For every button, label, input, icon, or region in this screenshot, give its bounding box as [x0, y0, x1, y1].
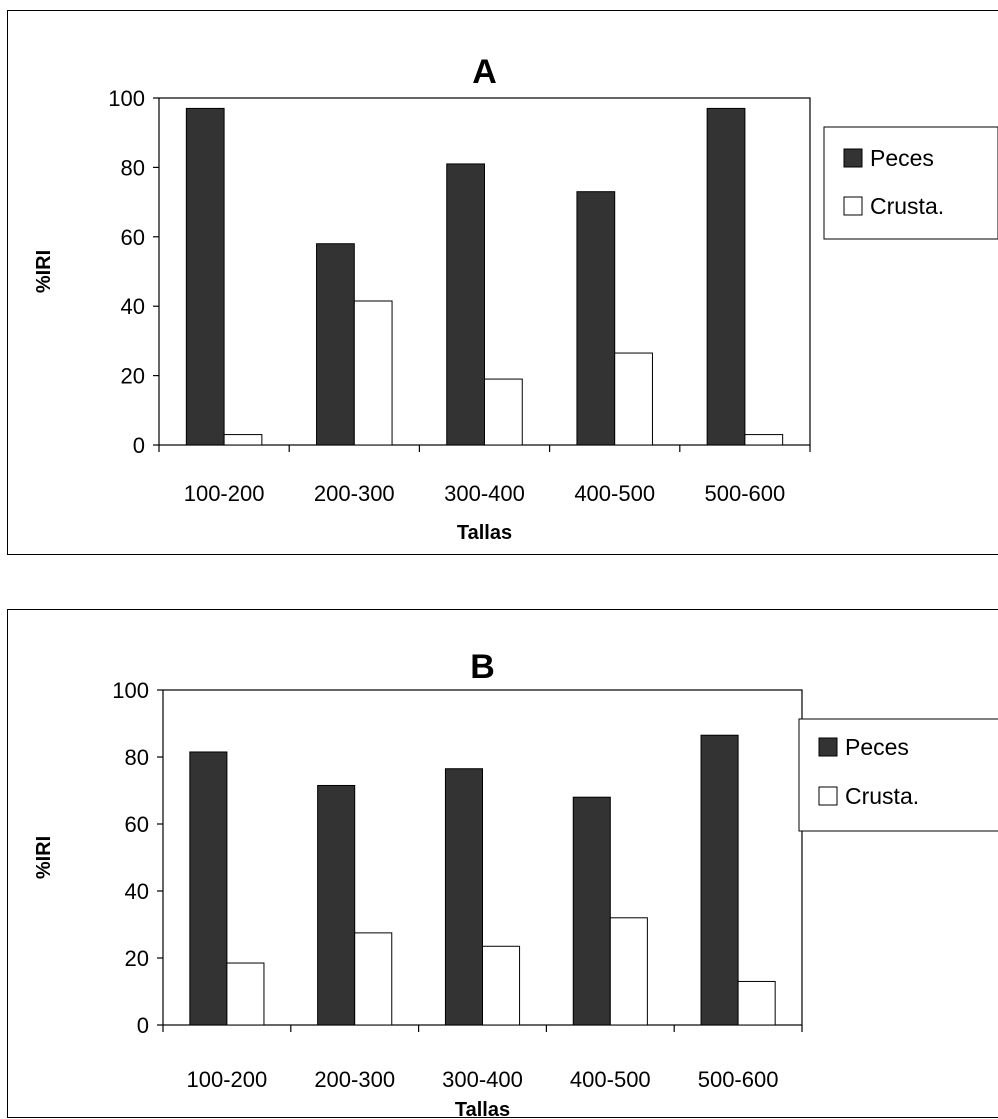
x-tick-label: 100-200 [187, 1067, 268, 1092]
y-tick-label: 60 [125, 812, 149, 837]
legend-swatch-crusta [818, 786, 838, 806]
chart-title: A [472, 53, 497, 91]
y-tick-label: 40 [125, 879, 149, 904]
bar-peces-100-200 [189, 751, 228, 1026]
bar-crusta-400-500 [614, 352, 653, 446]
bar-peces-500-600 [700, 734, 739, 1026]
bar-crusta-400-500 [609, 917, 648, 1026]
x-tick-label: 300-400 [444, 481, 525, 506]
chart-panel-b: B 0 20 40 60 80 100 100-200 200-300 300-400 400-50… [7, 609, 998, 1119]
y-tick-label: 100 [108, 86, 145, 111]
bar-crusta-100-200 [226, 962, 265, 1026]
y-tick-label: 80 [125, 745, 149, 770]
x-tick-label: 400-500 [574, 481, 655, 506]
legend-swatch-crusta [843, 196, 863, 216]
legend-label: Peces [845, 734, 909, 760]
x-tick-label: 200-300 [314, 481, 395, 506]
y-tick-label: 20 [125, 946, 149, 971]
y-tick-label: 100 [112, 678, 149, 703]
legend-label: Peces [870, 145, 934, 171]
x-tick-label: 300-400 [442, 1067, 523, 1092]
bar-crusta-200-300 [353, 300, 393, 446]
y-axis-title: %IRI [33, 250, 55, 293]
y-tick-label: 20 [121, 364, 145, 389]
chart-b-svg: B 0 20 40 60 80 100 100-200 200-300 300-400 400-50… [33, 648, 998, 1119]
bar-peces-300-400 [444, 768, 483, 1026]
bar-crusta-200-300 [354, 932, 393, 1026]
y-tick-label: 80 [121, 155, 145, 180]
y-tick-label: 0 [137, 1013, 149, 1038]
bar-crusta-500-600 [737, 980, 776, 1026]
chart-a-svg: A 0 20 40 60 80 100 100-200 200-300 300-400 400-50… [33, 53, 998, 544]
x-tick-label: 100-200 [184, 481, 265, 506]
bar-crusta-100-200 [223, 434, 263, 446]
x-tick-label: 200-300 [314, 1067, 395, 1092]
legend-swatch-peces [843, 148, 863, 168]
x-axis-title: Tallas [455, 1099, 510, 1119]
y-tick-label: 0 [133, 433, 145, 458]
bar-crusta-500-600 [744, 434, 784, 446]
x-tick-label: 400-500 [570, 1067, 651, 1092]
legend-label: Crusta. [845, 783, 919, 809]
bar-peces-400-500 [576, 191, 616, 446]
y-axis-title: %IRI [33, 836, 55, 879]
bar-crusta-300-400 [484, 378, 523, 446]
chart-panel-a: A 0 20 40 60 80 100 100-200 200-300 300-400 400-50… [7, 10, 998, 555]
legend-swatch-peces [818, 737, 838, 757]
legend-label: Crusta. [870, 193, 944, 219]
y-tick-label: 60 [121, 225, 145, 250]
bar-peces-100-200 [185, 107, 225, 446]
y-tick-label: 40 [121, 294, 145, 319]
x-tick-label: 500-600 [698, 1067, 779, 1092]
legend [823, 126, 998, 240]
bar-peces-400-500 [572, 796, 611, 1026]
x-tick-label: 500-600 [705, 481, 786, 506]
chart-title: B [470, 648, 495, 686]
bar-peces-200-300 [316, 243, 355, 446]
bar-crusta-300-400 [482, 945, 521, 1026]
x-axis-title: Tallas [457, 522, 512, 544]
bar-peces-200-300 [317, 784, 356, 1026]
bar-peces-500-600 [706, 107, 746, 446]
bar-peces-300-400 [446, 163, 486, 446]
